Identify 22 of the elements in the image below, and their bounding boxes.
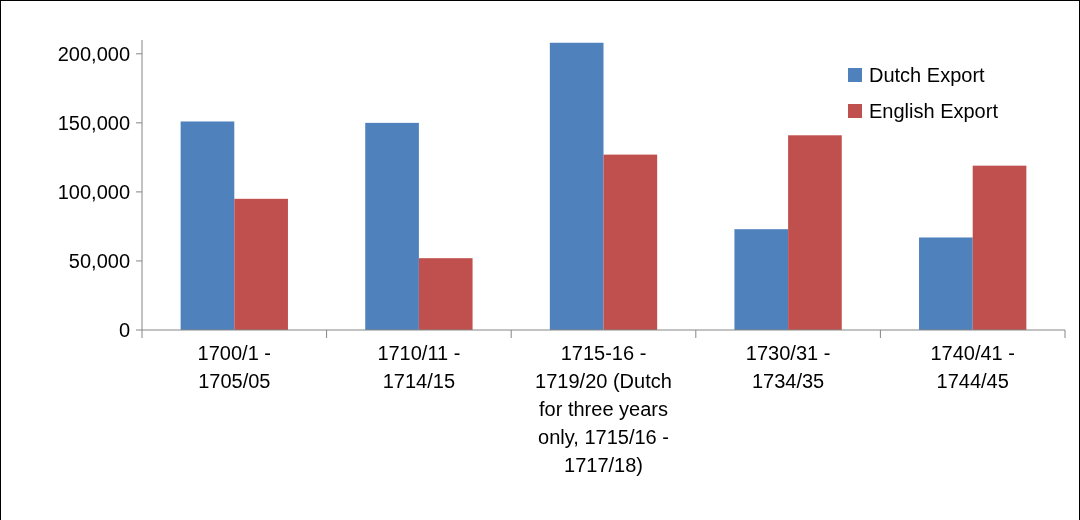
legend-label: Dutch Export [869, 64, 986, 86]
y-tick-label: 50,000 [68, 249, 130, 272]
bar [788, 135, 842, 330]
y-tick-label: 150,000 [57, 111, 130, 134]
x-tick-label: 1710/11 - 1714/15 [377, 342, 461, 392]
bar [418, 258, 473, 330]
bar [180, 121, 235, 330]
y-tick-label: 200,000 [57, 42, 130, 65]
y-tick-label: 100,000 [57, 180, 130, 203]
bar [734, 229, 789, 330]
x-tick-label: 1730/31 - 1734/35 [745, 342, 831, 392]
x-tick-label: 1740/41 - 1744/45 [930, 342, 1015, 392]
bar [919, 237, 973, 330]
bar [549, 42, 604, 330]
bar [365, 122, 419, 330]
y-tick-label: 0 [118, 319, 130, 341]
x-tick-label: 1700/1 - 1705/05 [197, 342, 271, 392]
bar [603, 154, 658, 330]
bar [234, 198, 288, 330]
x-tick-label: 1715-16 - 1719/20 (Dutch for three years only, 1715/16 - 1717/18) [535, 342, 672, 476]
bar [972, 165, 1027, 330]
legend-label: English Export [869, 100, 999, 122]
